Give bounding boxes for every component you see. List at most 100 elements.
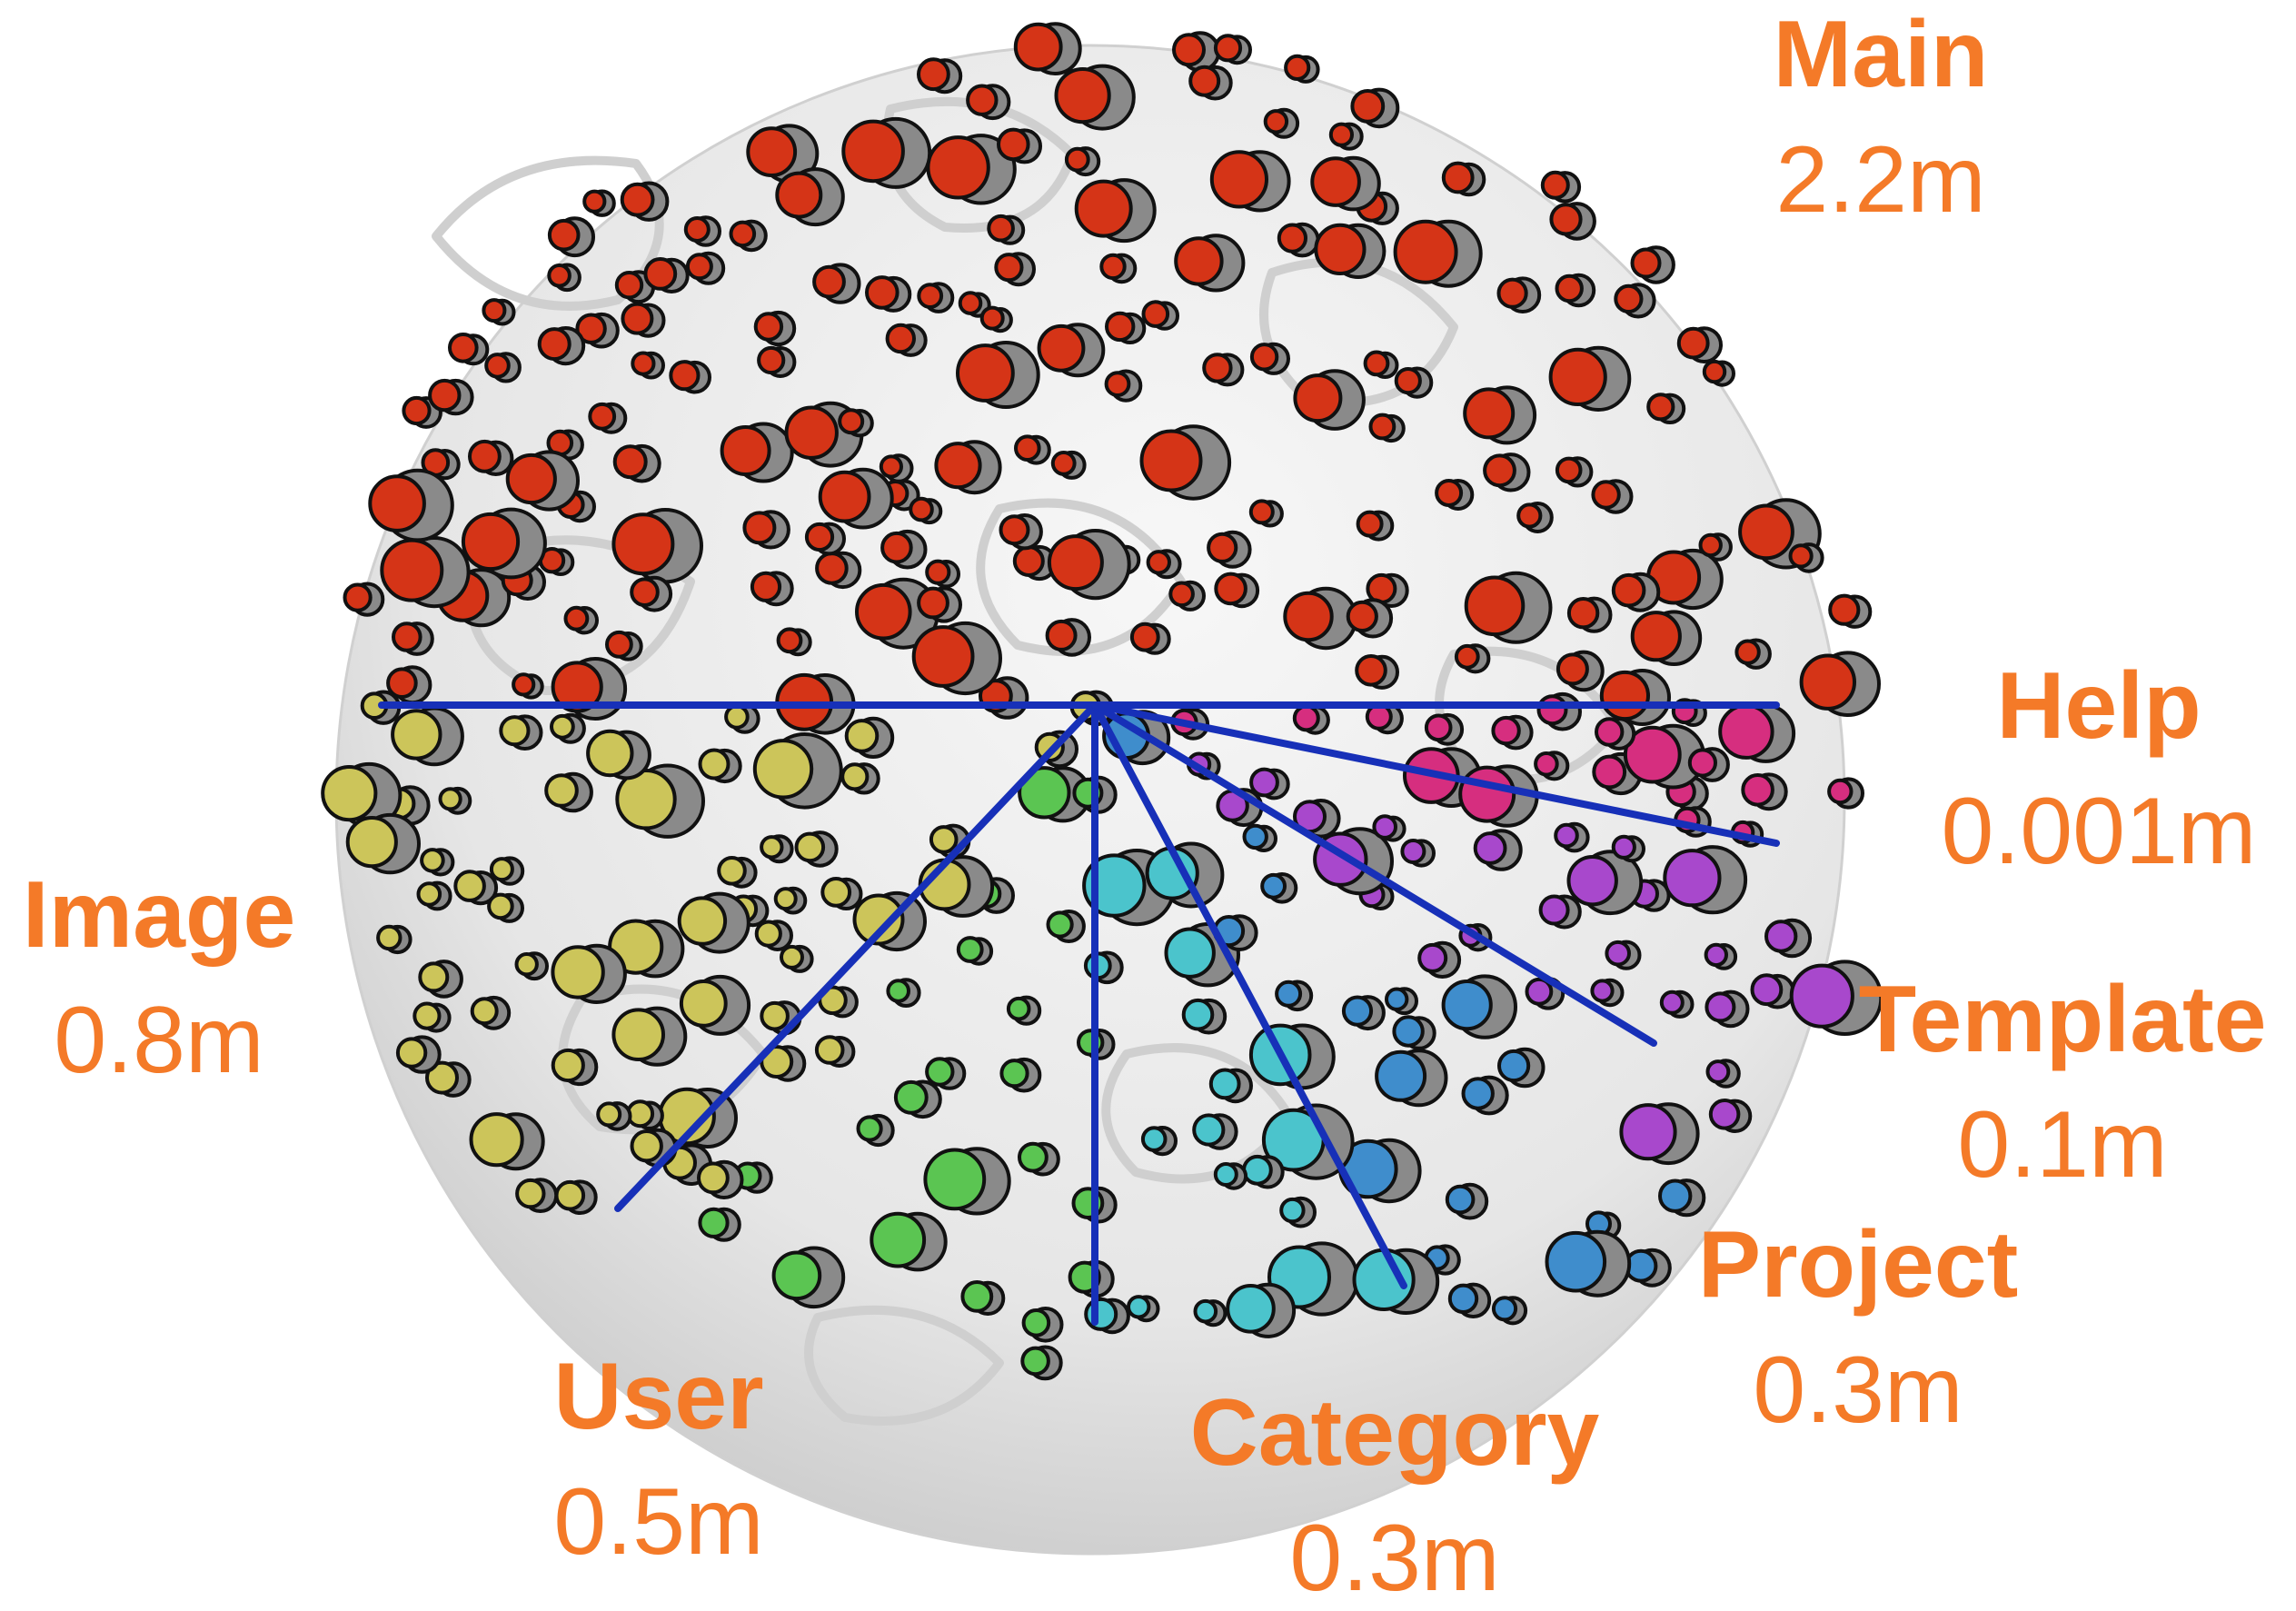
bubble-pair-main [1214,572,1260,609]
bubble-image [345,816,398,869]
bubble-main [448,333,479,363]
bubble-pair-image [438,786,472,815]
bubble-pair-help [1365,702,1404,735]
bubble-pair-category [1279,1196,1317,1228]
bubble-pair-image [794,830,839,868]
bubble-main [547,218,581,252]
bubble-main [1346,600,1378,633]
bubble-template [1525,977,1554,1006]
bubble-main [1566,597,1600,630]
globe-puzzle-line [804,1305,1004,1426]
bubble-main [1630,611,1682,662]
bubble-pair-image [752,732,843,810]
bubble-pair-template [1704,942,1738,970]
bubble-template [1659,989,1685,1015]
bubble-main [551,661,603,713]
bubble-help [1687,748,1718,778]
bubble-main [815,552,849,585]
bubble-main [1614,283,1644,313]
bubble-pair-image [376,924,412,955]
bubble-layer [321,22,1884,1381]
bubble-main [1483,453,1516,488]
label-image-name: Image [22,862,296,968]
bubble-main [911,625,975,688]
bubble-pair-template [1705,1059,1741,1089]
bubble-pair-main [1328,122,1364,151]
bubble-user [956,936,984,963]
bubble-pair-main [386,665,432,705]
bubble-template [1566,855,1618,907]
bubble-main [1139,429,1203,492]
bubble-pair-main [776,627,812,657]
label-main-name: Main [1773,2,1989,107]
bubble-image [551,1048,585,1083]
bubble-pair-main [1188,65,1233,101]
bubble-pair-main [1284,54,1320,84]
label-category-value: 0.3m [1289,1506,1500,1611]
bubble-pair-image [818,985,859,1019]
bubble-pair-main [1064,146,1101,177]
bubble-pair-template [1705,989,1750,1029]
bubble-pair-main [917,282,955,313]
bubble-pair-category [1181,998,1228,1035]
bubble-pair-template [1400,839,1436,868]
bubble-pair-main [1614,283,1656,319]
bubble-image [773,887,798,911]
bubble-pair-main [1054,64,1136,131]
bubble-main [343,582,373,612]
bubble-main [1284,54,1311,82]
bubble-image [416,881,442,907]
bubble-pair-image [773,886,808,915]
bubble-main [1363,350,1390,377]
bubble-pair-template [1590,978,1625,1008]
bubble-pair-help [1741,772,1788,811]
bubble-image [395,1037,428,1069]
bubble-pair-image [412,1001,452,1033]
bubble-main [1037,323,1086,373]
bubble-image [724,704,750,730]
bubble-main [987,214,1015,243]
bubble-pair-user [893,1079,942,1119]
bubble-pair-main [1646,548,1724,611]
bubble-main [505,452,557,505]
bubble-image [470,997,499,1026]
bubble-pair-category [1127,1295,1160,1323]
bubble-pair-main [1646,393,1686,424]
bubble-main [461,512,521,572]
bubble-main [917,283,944,310]
bubble-pair-category [1213,1162,1248,1190]
label-template-name: Template [1858,967,2267,1072]
bubble-template [1417,942,1448,973]
bubble-pair-template [1538,894,1582,930]
bubble-main [804,522,835,552]
bubble-project [1461,1077,1495,1110]
bubble-main [1099,253,1127,281]
bubble-pair-main [1799,651,1881,718]
bubble-main [1207,532,1238,563]
bubble-pair-user [925,1057,967,1090]
bubble-pair-main [1394,366,1434,399]
bubble-help [1741,773,1774,807]
bubble-image [794,831,826,863]
bubble-main [917,57,950,92]
label-user-name: User [553,1344,764,1449]
bubble-pair-main [1356,190,1399,225]
bubble-main [1435,479,1464,507]
bubble-pair-main [1366,572,1409,609]
bubble-main [1454,643,1480,670]
bubble-main [621,302,654,335]
bubble-template [1704,942,1729,968]
bubble-pair-image [760,834,794,864]
bubble-pair-main [1013,22,1082,75]
bubble-pair-image [760,1045,807,1082]
bubble-project [1545,1230,1607,1293]
bubble-main [841,119,905,184]
bubble-image [697,1161,730,1195]
bubble-main [1548,347,1607,406]
bubble-pair-main [917,586,963,623]
bubble-main [1249,343,1279,372]
bubble-category [1213,1162,1238,1187]
bubble-main [428,378,462,413]
bubble-pair-template [1708,1099,1753,1134]
